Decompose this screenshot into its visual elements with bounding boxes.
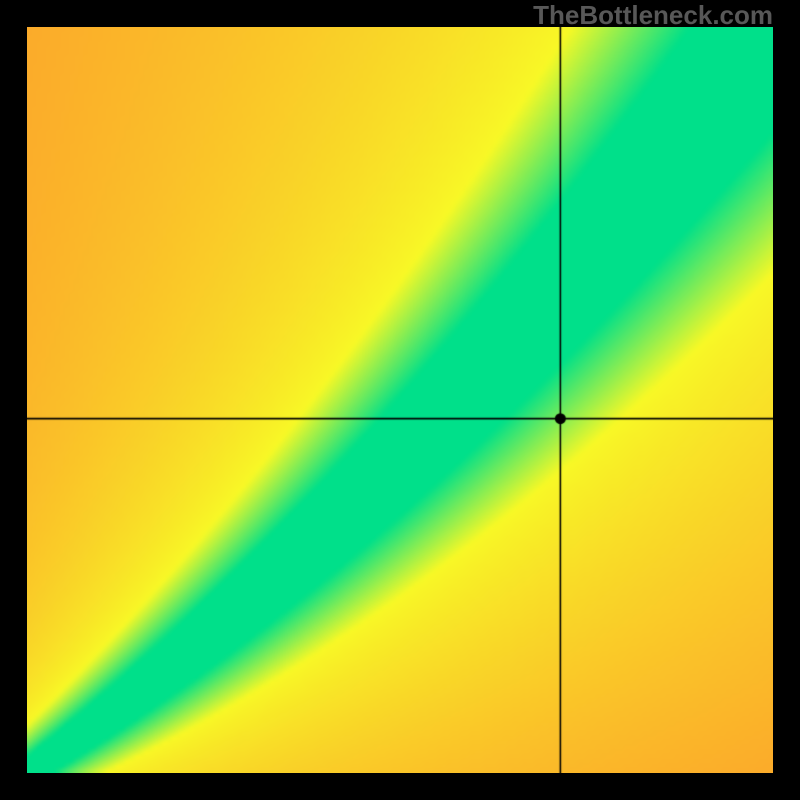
chart-container: TheBottleneck.com xyxy=(0,0,800,800)
overlay-canvas xyxy=(27,27,773,773)
